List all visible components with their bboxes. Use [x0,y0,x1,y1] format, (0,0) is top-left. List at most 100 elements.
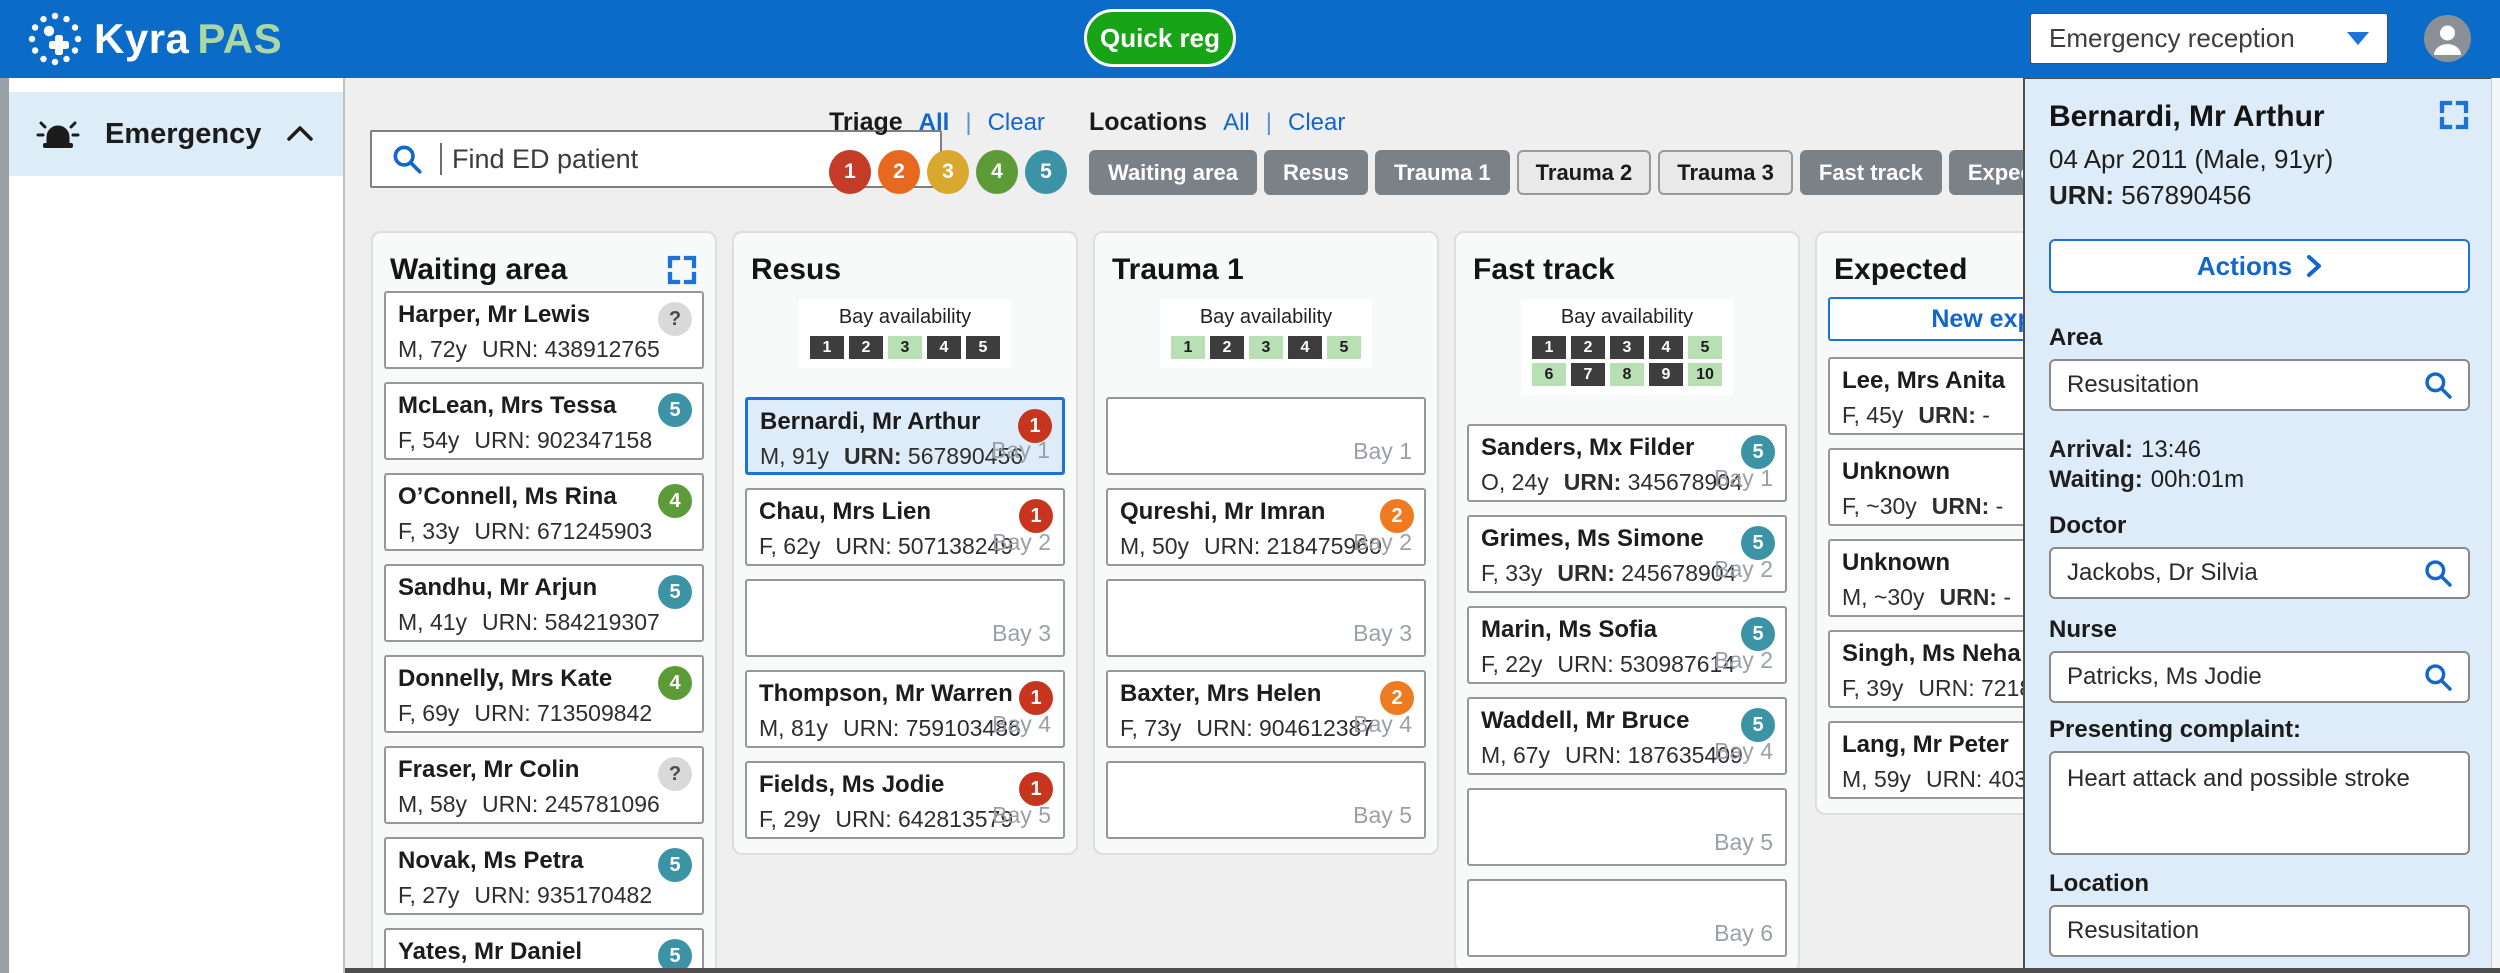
triage-filter-5[interactable]: 5 [1025,150,1067,194]
patient-card[interactable]: Qureshi, Mr Imran M, 50y URN: 218475960 2 Ba… [1106,488,1426,566]
bay-label: Bay 2 [1353,529,1412,555]
nurse-field[interactable]: Patricks, Ms Jodie [2049,651,2470,703]
triage-badge: 5 [1741,526,1775,560]
bay-indicator-3: 3 [1610,336,1644,359]
patient-card[interactable]: Novak, Ms Petra F, 27y URN: 935170482 5 [384,837,704,915]
patient-card[interactable]: Grimes, Ms Simone F, 33y URN: 245678904 5 Ba… [1467,515,1787,593]
location-filter-waiting-area[interactable]: Waiting area [1089,150,1257,195]
patient-card[interactable]: Harper, Mr Lewis M, 72y URN: 438912765? [384,291,704,369]
triage-filter-4[interactable]: 4 [976,150,1018,194]
triage-filter-2[interactable]: 2 [878,150,920,194]
bay-indicator-5: 5 [1688,336,1722,359]
expand-icon[interactable] [666,254,698,286]
empty-bay-card[interactable]: Bay 3 [1106,579,1426,657]
column-title: Fast track [1473,253,1615,286]
empty-bay-card[interactable]: Bay 6 [1467,879,1787,957]
left-sidebar: Emergency [0,78,345,973]
triage-filter-3[interactable]: 3 [927,150,969,194]
patient-card[interactable]: Baxter, Mrs Helen F, 73y URN: 904612387 2 Ba… [1106,670,1426,748]
triage-badge: 5 [1741,435,1775,469]
patient-name: Novak, Ms Petra [398,847,584,874]
patient-card[interactable]: Yates, Mr DanielM, 0y 3mURN: 8146592035 [384,928,704,973]
location-filters: Waiting area Resus Trauma 1 Trauma 2 Trauma … [1089,150,2176,195]
column-fast-track: Fast track Bay availability 1 2 3 4 5 6 7 8 9 10 San… [1454,231,1800,973]
chevron-up-icon[interactable] [285,124,315,144]
patient-card[interactable]: Fraser, Mr Colin M, 58y URN: 245781096? [384,746,704,824]
patient-card[interactable]: O’Connell, Ms Rina F, 33y URN: 671245903 4 [384,473,704,551]
location-filter-fast-track[interactable]: Fast track [1799,150,1942,195]
bay-label: Bay 5 [992,802,1051,828]
sidebar-item-emergency[interactable]: Emergency [9,92,343,176]
triage-clear-link[interactable]: Clear [987,109,1045,136]
location-filter-trauma-1[interactable]: Trauma 1 [1375,150,1510,195]
patient-name: McLean, Mrs Tessa [398,392,617,419]
bay-availability: Bay availability 1 2 3 4 5 [1160,299,1372,368]
patient-card[interactable]: Chau, Mrs Lien F, 62y URN: 507138249 1 Bay 2 [745,488,1065,566]
workstation-selector[interactable]: Emergency reception [2030,13,2388,64]
column-title: Resus [751,253,842,286]
patient-meta: M, 72y URN: 438912765 [398,336,660,362]
search-icon[interactable] [2422,557,2454,589]
patient-card[interactable]: McLean, Mrs Tessa F, 54y URN: 902347158 5 [384,382,704,460]
patient-meta: M, 58y URN: 245781096 [398,791,660,817]
empty-bay-card[interactable]: Bay 5 [1106,761,1426,839]
bay-label: Bay 6 [1714,920,1773,946]
patient-card[interactable]: Sanders, Mx Filder O, 24y URN: 345678904 5 B… [1467,424,1787,502]
patient-name: Lee, Mrs Anita [1842,367,2006,394]
location-field[interactable]: Resusitation [2049,905,2470,957]
area-field[interactable]: Resusitation [2049,359,2470,411]
patient-card[interactable]: Unknown M, ~30y URN: - [1828,539,2148,617]
patient-card[interactable]: Fields, Ms Jodie F, 29y URN: 642813579 1 Bay… [745,761,1065,839]
siren-icon [35,115,81,153]
triage-label: Triage [829,108,903,136]
location-filter-trauma-3[interactable]: Trauma 3 [1658,150,1793,195]
patient-name: Bernardi, Mr Arthur [760,408,981,435]
quick-reg-button[interactable]: Quick reg [1084,9,1236,67]
doctor-label: Doctor [2049,512,2127,539]
patient-name: Sandhu, Mr Arjun [398,574,598,601]
patient-card[interactable]: Sandhu, Mr Arjun M, 41y URN: 584219307 5 [384,564,704,642]
location-filter-resus[interactable]: Resus [1264,150,1369,195]
bay-indicator-1: 1 [810,336,844,359]
patient-card[interactable]: Marin, Ms Sofia F, 22y URN: 530987614 5 Bay … [1467,606,1787,684]
locations-all-link[interactable]: All [1223,109,1250,136]
column-title: Expected [1834,253,1968,286]
top-bar: Kyra PAS Quick reg Emergency reception [0,0,2500,78]
brand-name: Kyra PAS [94,15,283,62]
bay-label: Bay 2 [1714,556,1773,582]
location-filter-trauma-2[interactable]: Trauma 2 [1516,150,1652,195]
expand-icon[interactable] [2438,99,2470,131]
bay-indicator-4: 4 [927,336,961,359]
bay-label: Bay 2 [1714,647,1773,673]
patient-card[interactable]: Thompson, Mr Warren M, 81y URN: 759103486 1… [745,670,1065,748]
chevron-down-icon [2347,32,2369,45]
bay-indicator-3: 3 [1249,336,1283,359]
bay-indicator-4: 4 [1649,336,1683,359]
patient-name: Singh, Ms Neha [1842,640,2021,667]
patient-name: Grimes, Ms Simone [1481,525,1704,552]
actions-button[interactable]: Actions [2049,239,2470,293]
empty-bay-card[interactable]: Bay 1 [1106,397,1426,475]
locations-clear-link[interactable]: Clear [1287,109,1346,136]
search-icon[interactable] [2422,369,2454,401]
triage-badge: 2 [1380,499,1414,533]
bay-indicator-2: 2 [1571,336,1605,359]
patient-name: Waddell, Mr Bruce [1481,707,1690,734]
search-icon[interactable] [2422,661,2454,693]
empty-bay-card[interactable]: Bay 5 [1467,788,1787,866]
triage-all-link[interactable]: All [918,109,950,136]
bay-label: Bay 2 [992,529,1051,555]
workstation-selector-value: Emergency reception [2049,23,2295,53]
patient-card[interactable]: Waddell, Mr Bruce M, 67y URN: 187635409 5 Ba… [1467,697,1787,775]
triage-filter-1[interactable]: 1 [829,150,871,194]
presenting-complaint-textarea[interactable]: Heart attack and possible stroke [2049,751,2470,855]
scrollbar[interactable] [2491,78,2500,973]
user-avatar[interactable] [2424,15,2471,62]
bay-indicator-7: 7 [1571,363,1605,386]
patient-meta: F, 29y URN: 642813579 [759,806,1014,832]
patient-card[interactable]: Donnelly, Mrs Kate F, 69y URN: 713509842 4 [384,655,704,733]
patient-card[interactable]: Bernardi, Mr Arthur M, 91y URN: 567890456 1… [745,397,1065,475]
doctor-field[interactable]: Jackobs, Dr Silvia [2049,547,2470,599]
empty-bay-card[interactable]: Bay 3 [745,579,1065,657]
